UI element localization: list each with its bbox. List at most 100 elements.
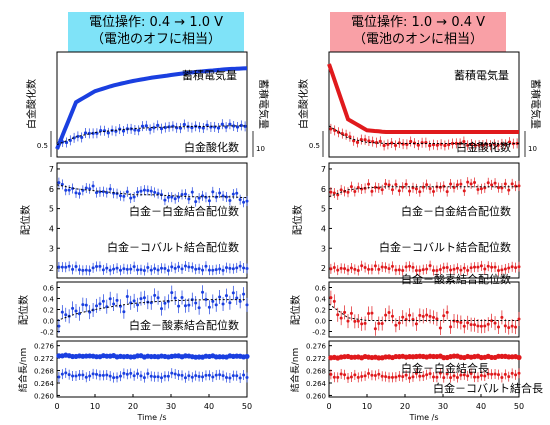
- left-tick-10: 10: [256, 145, 265, 153]
- right-ptco-len-point: [452, 374, 456, 378]
- left-p3-yticklabel: -0.2: [40, 329, 54, 337]
- right-ptco-cn-point: [476, 265, 480, 269]
- left-pto-cn-point: [98, 302, 102, 306]
- right-pto-cn-point: [507, 326, 511, 330]
- right-ptco-cn-point: [370, 267, 374, 271]
- right-ptco-len-point: [377, 372, 381, 376]
- left-ptpt-cn-point: [166, 195, 170, 199]
- left-ox-point: [144, 124, 148, 128]
- left-p4-frame: [56, 340, 248, 398]
- right-ox-point: [367, 139, 371, 143]
- right-ptco-len-point: [408, 376, 412, 380]
- right-p2-yticklabel: 7: [321, 165, 326, 174]
- left-ptpt-cn-point: [228, 199, 232, 203]
- right-pto-cn-point: [425, 313, 429, 317]
- right-ptco-len-point: [517, 371, 521, 375]
- right-ptco-len-point: [421, 374, 425, 378]
- right-ptco-cn-point: [404, 265, 408, 269]
- left-ptpt-cn-point: [183, 192, 187, 196]
- right-ptco-cn-point: [510, 265, 514, 269]
- right-ptco-cn-point: [428, 264, 432, 268]
- right-ox-point: [450, 141, 455, 146]
- left-ptco-len-point: [67, 373, 71, 377]
- right-p4-yticklabel: 0.276: [306, 343, 327, 351]
- right-ptpt-cn-point: [425, 183, 429, 187]
- right-ptpt-cn-point: [432, 189, 435, 193]
- right-p2-yticklabel: 2: [321, 264, 326, 273]
- right-ox-point: [443, 143, 447, 148]
- left-pto-cn-point: [224, 294, 228, 298]
- left-ox-point: [228, 122, 232, 126]
- right-ox-point: [382, 143, 386, 148]
- right-p4-yticklabel: 0.268: [306, 368, 326, 376]
- right-ptco-len-point: [442, 376, 446, 380]
- left-ptco-cn-point: [160, 266, 163, 270]
- right-p3-frame: [328, 281, 520, 338]
- right-pto-cn-point: [363, 321, 367, 325]
- right-pto-cn-point: [360, 322, 364, 326]
- header-left-line2: （電池のオフに相当）: [90, 32, 221, 47]
- right-ptco-cn-point: [442, 266, 446, 270]
- left-ptpt-cn-point: [187, 197, 191, 201]
- left-pto-cn-point: [177, 304, 181, 308]
- left-ox-fit: [56, 125, 247, 146]
- left-xlabel: Time /s: [137, 413, 167, 422]
- left-ptco-cn-point: [194, 267, 198, 271]
- left-ox-point: [201, 126, 205, 130]
- left-pto-cn-point: [101, 299, 105, 303]
- right-ptco-cn-point: [384, 265, 388, 269]
- right-pto-cn-point: [349, 311, 353, 315]
- right-pto-cn-point: [479, 324, 483, 328]
- right-ox-label: 白金酸化数: [456, 140, 511, 154]
- left-xticklabel: 10: [90, 402, 100, 411]
- right-ptco-cn-point: [373, 264, 377, 268]
- right-p2-ylabel: 配位数: [291, 205, 304, 235]
- left-ptco-cn-point: [57, 265, 61, 269]
- left-ptpt-cn-point: [190, 190, 194, 194]
- left-ptco-len-point: [163, 374, 167, 378]
- left-ptco-cn-point: [95, 264, 99, 268]
- right-ptpt-cn-point: [479, 187, 483, 191]
- right-ptpt-cn-point: [367, 182, 371, 186]
- left-pto-cn-point: [201, 290, 205, 294]
- right-ptco-cn-point: [390, 264, 394, 268]
- left-ptco-len-point: [173, 372, 177, 376]
- left-p4-yticklabel: 0.260: [34, 392, 54, 400]
- right-p1-ylabel: 白金酸化数: [297, 79, 310, 129]
- left-pto-cn-point: [183, 304, 187, 308]
- left-ptpt-cn-point: [149, 189, 153, 193]
- right-ptco-len-point: [380, 374, 384, 378]
- right-ptco-len-point: [466, 374, 470, 378]
- left-ptpt-cn-point: [218, 191, 222, 195]
- left-p3-yticklabel: 0.6: [43, 285, 55, 293]
- right-ptco-cn-point: [408, 264, 412, 268]
- right-xticklabel: 10: [362, 402, 372, 411]
- left-ptco-len-point: [207, 373, 211, 377]
- left-ptco-len-point: [224, 376, 228, 380]
- left-ptco-len-point: [118, 374, 122, 378]
- left-ox-point: [76, 134, 80, 139]
- right-xticklabel: 30: [438, 402, 448, 411]
- left-tick-05: 0.5: [37, 142, 48, 150]
- left-ptpt-cn-point: [118, 194, 122, 198]
- left-pto-cn-point: [187, 303, 191, 307]
- left-ptco-len-point: [98, 373, 102, 377]
- right-ptco-cn-point: [507, 266, 511, 270]
- right-ptco-len-point: [363, 374, 367, 378]
- left-ptco-cn-point: [224, 266, 228, 270]
- left-ox-point: [72, 136, 76, 140]
- left-ptco-cn-point: [67, 264, 71, 268]
- left-ptco-len-point: [204, 373, 208, 377]
- right-ptco-len-point: [404, 373, 408, 377]
- left-ptco-cn-point: [242, 266, 246, 270]
- right-ptco-cn-point: [445, 266, 449, 270]
- right-pto-cn-point: [418, 313, 422, 317]
- right-p4-ylabel: 結合長/nm: [289, 348, 301, 393]
- left-ptpt-cn-point: [139, 189, 143, 193]
- left-ptco-len-point: [88, 374, 92, 378]
- right-ptpt-cn-point: [473, 181, 477, 185]
- right-ptco-len-point: [479, 373, 483, 377]
- left-ptpt-cn-point: [64, 188, 68, 192]
- right-ptco-len-point: [435, 375, 439, 379]
- right-ptco-len-point: [373, 373, 377, 377]
